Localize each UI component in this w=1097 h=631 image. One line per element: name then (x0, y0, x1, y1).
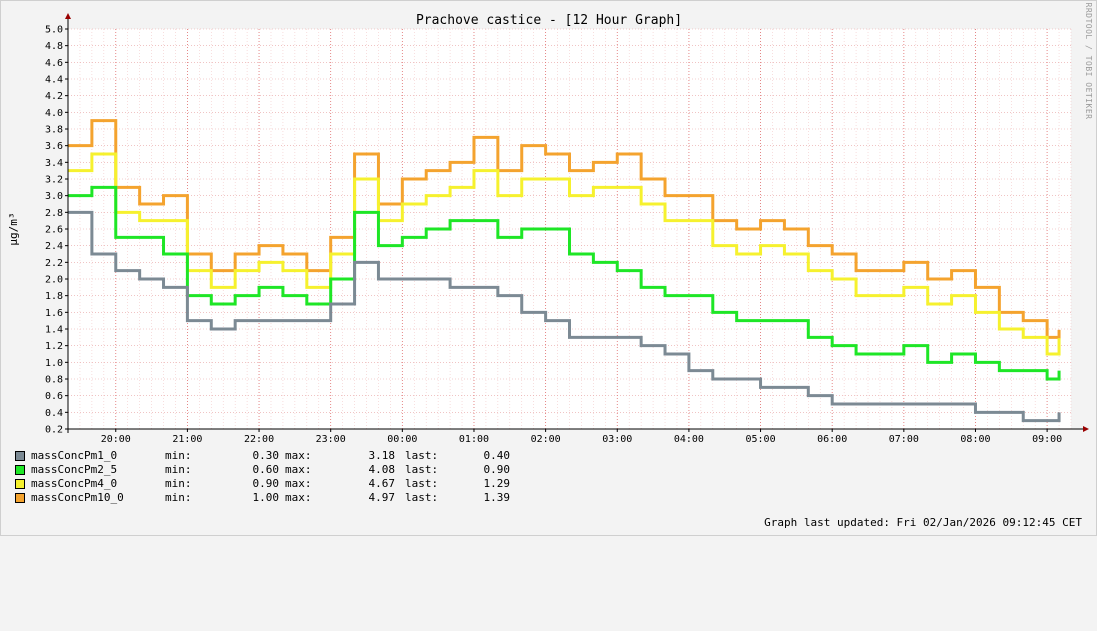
legend-min-value: 1.00 (252, 491, 280, 504)
x-tick-label: 21:00 (172, 434, 202, 445)
x-tick-label: 07:00 (889, 434, 919, 445)
legend-row-pm25: massConcPm2_5 min: 0.60 max: 4.08 last: … (15, 463, 510, 477)
legend-row-pm1: massConcPm1_0 min: 0.30 max: 3.18 last: … (15, 449, 510, 463)
y-tick-label: 3.4 (45, 158, 63, 169)
legend-last-label: last: (405, 463, 439, 476)
y-tick-label: 4.8 (45, 41, 63, 52)
y-tick-label: 2.4 (45, 241, 63, 252)
x-tick-label: 05:00 (745, 434, 775, 445)
series-line-massConcPm10_0 (68, 119, 1061, 339)
y-tick-label: 2.6 (45, 225, 63, 236)
legend-swatch-pm4 (15, 479, 25, 489)
legend-min-value: 0.90 (252, 477, 280, 490)
y-tick-label: 3.6 (45, 141, 63, 152)
y-tick-label: 3.2 (45, 175, 63, 186)
y-axis-label: µg/m³ (7, 212, 20, 245)
series-line-massConcPm4_0 (68, 152, 1061, 356)
legend-last-label: last: (405, 477, 439, 490)
y-tick-label: 1.4 (45, 325, 63, 336)
x-tick-label: 00:00 (387, 434, 417, 445)
legend-name: massConcPm4_0 (31, 477, 118, 490)
legend-min-label: min: (165, 477, 192, 490)
legend-name: massConcPm1_0 (31, 449, 118, 462)
y-tick-label: 1.8 (45, 291, 63, 302)
legend-max-value: 4.08 (368, 463, 396, 476)
legend: massConcPm1_0 min: 0.30 max: 3.18 last: … (15, 449, 510, 505)
grid (67, 28, 1072, 430)
y-tick-label: 1.6 (45, 308, 63, 319)
y-tick-label: 3.0 (45, 191, 63, 202)
y-tick-label: 2.0 (45, 275, 63, 286)
y-tick-label: 0.8 (45, 375, 63, 386)
y-tick-label: 0.4 (45, 408, 63, 419)
legend-swatch-pm10 (15, 493, 25, 503)
legend-min-value: 0.30 (252, 449, 280, 462)
x-tick-labels: 20:00 21:00 22:00 23:00 00:00 01:00 02:00 03:00… (101, 429, 1062, 445)
rrdtool-watermark: RRDTOOL / TOBI OETIKER (1084, 3, 1093, 120)
x-tick-label: 02:00 (531, 434, 561, 445)
legend-last-label: last: (405, 449, 439, 462)
x-tick-label: 06:00 (817, 434, 847, 445)
y-tick-label: 4.0 (45, 108, 63, 119)
legend-max-value: 4.67 (368, 477, 396, 490)
legend-swatch-pm25 (15, 465, 25, 475)
series-line-massConcPm1_0 (68, 210, 1061, 423)
legend-last-label: last: (405, 491, 439, 504)
series-group (68, 119, 1061, 423)
legend-last-value: 1.29 (483, 477, 511, 490)
y-tick-labels: 0.2 0.4 0.6 0.8 1.0 1.2 1.4 1.6 1.8 2.0 2.2 2.4 2.6 2… (45, 25, 68, 436)
y-tick-label: 1.2 (45, 341, 63, 352)
x-tick-label: 04:00 (674, 434, 704, 445)
legend-row-pm4: massConcPm4_0 min: 0.90 max: 4.67 last: … (15, 477, 510, 491)
y-tick-label: 4.2 (45, 91, 63, 102)
legend-name: massConcPm2_5 (31, 463, 118, 476)
x-tick-label: 23:00 (316, 434, 346, 445)
x-tick-label: 22:00 (244, 434, 274, 445)
x-tick-label: 01:00 (459, 434, 489, 445)
legend-min-label: min: (165, 449, 192, 462)
axes (65, 13, 1089, 433)
y-tick-label: 0.2 (45, 425, 63, 436)
legend-last-value: 1.39 (483, 491, 511, 504)
series-line-massConcPm2_5 (68, 185, 1061, 381)
chart-title: Prachove castice - [12 Hour Graph] (416, 13, 682, 28)
legend-swatch-pm1 (15, 451, 25, 461)
x-axis-arrow (1083, 426, 1089, 432)
y-axis-arrow (65, 13, 71, 19)
y-tick-label: 2.2 (45, 258, 63, 269)
y-tick-label: 1.0 (45, 358, 63, 369)
y-tick-label: 4.4 (45, 75, 63, 86)
y-tick-label: 2.8 (45, 208, 63, 219)
legend-max-label: max: (285, 463, 312, 476)
x-tick-label: 20:00 (101, 434, 131, 445)
y-tick-label: 3.8 (45, 125, 63, 136)
x-tick-label: 08:00 (960, 434, 990, 445)
x-tick-label: 09:00 (1032, 434, 1062, 445)
legend-min-value: 0.60 (252, 463, 280, 476)
legend-row-pm10: massConcPm10_0 min: 1.00 max: 4.97 last:… (15, 491, 510, 505)
legend-min-label: min: (165, 463, 192, 476)
y-tick-label: 0.6 (45, 391, 63, 402)
legend-max-value: 4.97 (368, 491, 396, 504)
chart: 0.2 0.4 0.6 0.8 1.0 1.2 1.4 1.6 1.8 2.0 2.2 2.4 2.6 2… (7, 3, 1093, 445)
legend-last-value: 0.40 (483, 449, 511, 462)
y-tick-label: 4.6 (45, 58, 63, 69)
legend-min-label: min: (165, 491, 192, 504)
legend-max-label: max: (285, 477, 312, 490)
last-updated-text: Graph last updated: Fri 02/Jan/2026 09:1… (764, 516, 1082, 529)
legend-max-value: 3.18 (368, 449, 396, 462)
legend-max-label: max: (285, 491, 312, 504)
legend-name: massConcPm10_0 (31, 491, 124, 504)
legend-max-label: max: (285, 449, 312, 462)
graph-frame: 0.2 0.4 0.6 0.8 1.0 1.2 1.4 1.6 1.8 2.0 2.2 2.4 2.6 2… (0, 0, 1097, 536)
y-tick-label: 5.0 (45, 25, 63, 36)
x-tick-label: 03:00 (602, 434, 632, 445)
legend-last-value: 0.90 (483, 463, 511, 476)
